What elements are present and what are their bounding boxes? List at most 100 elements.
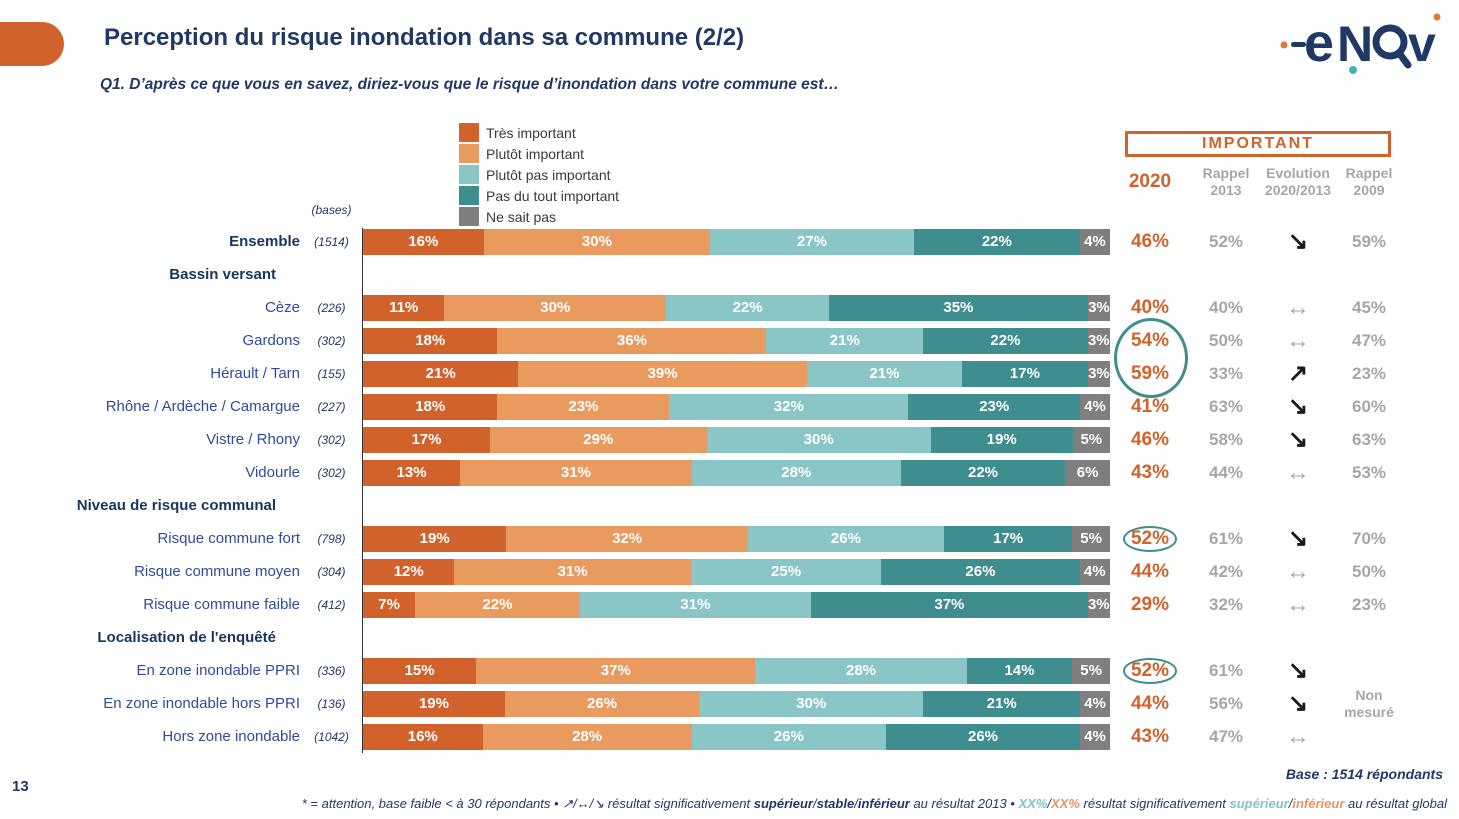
row-base: (227): [317, 399, 346, 414]
section-label: Bassin versant: [169, 266, 276, 283]
chart-row: Vistre / Rhony (302) 17% 29% 30% 19% 5% 46% 58% ↘…: [0, 423, 1459, 456]
survey-question: Q1. D’après ce que vous en savez, diriez…: [100, 76, 840, 93]
evolution-arrow-icon: ↘: [1287, 227, 1309, 255]
bar-segment: 5%: [1072, 426, 1110, 453]
bar-segment: 31%: [460, 459, 692, 486]
footnote-part: XX%: [1051, 796, 1080, 811]
value-rappel-2013: 52%: [1208, 231, 1244, 251]
bar-segment: 19%: [363, 690, 505, 717]
value-rappel-2009: 59%: [1351, 231, 1387, 251]
bar-segment: 14%: [966, 657, 1073, 684]
value-2020: 44%: [1110, 693, 1190, 715]
footnote-part: au résultat global: [1344, 796, 1447, 811]
bar-segment: 19%: [930, 426, 1073, 453]
stacked-bar: 12% 31% 25% 26% 4%: [363, 558, 1110, 585]
section-row: Niveau de risque communal: [0, 489, 1459, 522]
legend-label: Pas du tout important: [486, 187, 620, 204]
svg-text:e: e: [1304, 13, 1334, 73]
bar-segment: 26%: [881, 558, 1080, 585]
evolution-arrow-icon: ↗: [1287, 359, 1309, 387]
bar-segment: 18%: [363, 393, 498, 420]
row-base: (412): [317, 597, 346, 612]
value-2020: 46%: [1110, 429, 1190, 451]
chart-row: Cèze (226) 11% 30% 22% 35% 3% 40% 40% ↔ 45%: [0, 291, 1459, 324]
bar-segment: 25%: [690, 558, 882, 585]
value-rappel-2009: 70%: [1351, 528, 1387, 548]
bar-segment: 32%: [506, 525, 748, 552]
value-2020: 44%: [1110, 561, 1190, 583]
bar-segment: 22%: [913, 228, 1080, 255]
important-box: IMPORTANT: [1125, 131, 1391, 157]
footnote-part: au résultat 2013 •: [909, 796, 1019, 811]
value-2020-text: 41%: [1130, 395, 1170, 417]
value-rappel-2013: 58%: [1208, 429, 1244, 449]
legend-swatch-icon: [459, 123, 479, 142]
enov-logo-graphic: e N v: [1280, 13, 1441, 74]
chart-axis-line: [362, 228, 363, 753]
bar-segment: 21%: [766, 327, 924, 354]
value-2020: 43%: [1110, 462, 1190, 484]
value-2020-text: 46%: [1130, 230, 1170, 252]
bar-segment: 21%: [806, 360, 963, 387]
value-2020: 29%: [1110, 594, 1190, 616]
value-2020: 40%: [1110, 297, 1190, 319]
value-rappel-2013: 32%: [1208, 594, 1244, 614]
stacked-bar: 19% 32% 26% 17% 5%: [363, 525, 1110, 552]
evolution-arrow-icon: ↘: [1287, 689, 1309, 717]
row-label: Gardons: [242, 332, 300, 349]
section-row: Localisation de l'enquêté: [0, 621, 1459, 654]
evolution-arrow-icon: ↔: [1286, 722, 1310, 750]
row-base: (136): [317, 696, 346, 711]
bar-segment: 39%: [518, 360, 807, 387]
bar-segment: 4%: [1079, 228, 1111, 255]
value-2020: 46%: [1110, 231, 1190, 253]
value-rappel-2009: 23%: [1351, 594, 1387, 614]
footnote-part: /: [1288, 796, 1293, 811]
footnote-part: résultat significativement: [1079, 796, 1230, 811]
row-label: Hors zone inondable: [162, 728, 300, 745]
bar-segment: 16%: [363, 723, 483, 750]
bar-segment: 17%: [363, 426, 490, 453]
evolution-arrow-icon: ↘: [1287, 656, 1309, 684]
bar-segment: 4%: [1079, 558, 1110, 585]
value-2020-text: 44%: [1130, 692, 1170, 714]
value-rappel-2013: 63%: [1208, 396, 1244, 416]
legend-item: Ne sait pas: [459, 206, 619, 227]
bar-segment: 31%: [579, 591, 812, 618]
stacked-bar: 21% 39% 21% 17% 3%: [363, 360, 1110, 387]
evolution-arrow-icon: ↔: [1286, 590, 1310, 618]
stacked-bar: 15% 37% 28% 14% 5%: [363, 657, 1111, 684]
footnote-part: * = attention, base faible < à 30 répond…: [301, 796, 754, 811]
bar-segment: 12%: [363, 558, 455, 585]
bases-column-label: (bases): [311, 203, 352, 217]
svg-text:v: v: [1408, 16, 1436, 72]
legend-item: Très important: [459, 122, 619, 143]
row-label: Vidourle: [245, 464, 300, 481]
chart-row: Rhône / Ardèche / Camargue (227) 18% 23% 32%…: [0, 390, 1459, 423]
row-base: (226): [317, 300, 346, 315]
bar-segment: 37%: [811, 591, 1088, 618]
row-label: En zone inondable PPRI: [136, 662, 300, 679]
column-headers: 2020 Rappel 2013 Evolution 2020/2013 Rap…: [1110, 162, 1404, 202]
footnote-part: XX%: [1018, 796, 1048, 811]
column-header-2020: 2020: [1128, 171, 1172, 193]
legend-label: Plutôt pas important: [486, 166, 611, 183]
bar-segment: 22%: [415, 591, 580, 618]
value-2020-text: 46%: [1130, 428, 1170, 450]
row-label: Risque commune faible: [143, 596, 300, 613]
value-2020-text: 43%: [1130, 461, 1170, 483]
bar-segment: 19%: [363, 525, 507, 552]
row-label: Vistre / Rhony: [206, 431, 300, 448]
footnote-part: inférieur: [857, 796, 910, 811]
page-title: Perception du risque inondation dans sa …: [104, 24, 745, 51]
row-label: Cèze: [264, 299, 300, 316]
footnote-part: inférieur: [1292, 796, 1345, 811]
bar-segment: 3%: [1087, 591, 1110, 618]
bar-segment: 23%: [497, 393, 670, 420]
value-rappel-2013: 42%: [1208, 561, 1244, 581]
value-rappel-2009: 60%: [1351, 396, 1387, 416]
legend-swatch-icon: [459, 186, 479, 205]
value-rappel-2009: 23%: [1351, 363, 1387, 383]
value-2020-text: 52%: [1122, 657, 1178, 684]
bar-segment: 15%: [363, 657, 477, 684]
